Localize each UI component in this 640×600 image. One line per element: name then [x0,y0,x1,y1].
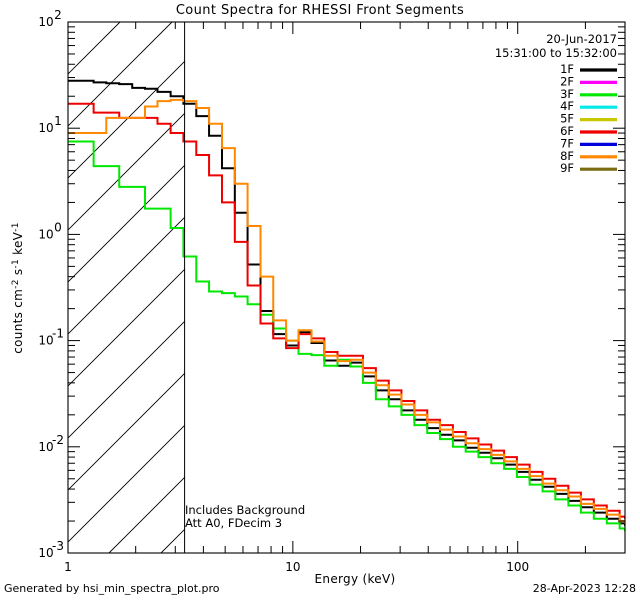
hatch-line [68,22,173,127]
svg-text:counts cm-2 s-1 keV-1: counts cm-2 s-1 keV-1 [11,222,25,353]
legend-label-6f: 6F [560,124,574,138]
footer-generator: Generated by hsi_min_spectra_plot.pro [4,582,220,595]
svg-text:0: 0 [54,220,62,234]
annotation-attenuator-state: Att A0, FDecim 3 [185,516,282,530]
hatched-exclusion-region [68,22,640,553]
hatch-line [68,320,185,439]
observation-date: 20-Jun-2017 [546,32,617,46]
y-tick-label: 10-1 [38,327,64,348]
hatch-line [629,22,640,553]
legend-label-8f: 8F [560,149,574,163]
spectrum-curve-6f [68,102,625,519]
x-tick-label: 1 [64,560,72,574]
y-tick-label: 10 1 [38,114,61,135]
legend-label-9f: 9F [560,161,574,175]
hatch-line [68,112,185,231]
y-tick-label: 10 0 [38,220,61,241]
hatch-line [473,22,640,553]
legend-label-4f: 4F [560,99,574,113]
svg-text:10: 10 [38,15,53,29]
hatch-line [68,424,185,543]
svg-text:-3: -3 [52,539,64,553]
legend-label-5f: 5F [560,112,574,126]
annotation-includes-background: Includes Background [185,503,305,517]
svg-text:-2: -2 [52,433,64,447]
footer-timestamp: 28-Apr-2023 12:28 [533,582,636,595]
hatch-line [68,216,185,335]
y-tick-label: 10-2 [38,433,64,454]
observation-time-range: 15:31:00 to 15:32:00 [495,46,617,60]
x-tick-label: 100 [506,560,529,574]
legend-label-3f: 3F [560,87,574,101]
svg-text:10: 10 [38,546,53,560]
svg-text:10: 10 [38,121,53,135]
legend-label-7f: 7F [560,136,574,150]
y-tick-label: 10 2 [38,8,61,29]
hatch-line [68,60,185,179]
hatch-line [265,22,640,553]
svg-text:10: 10 [38,334,53,348]
hatch-line [317,22,640,553]
legend-label-2f: 2F [560,74,574,88]
hatch-line [213,22,640,553]
spectrum-curve-1f [68,79,625,526]
x-tick-label: 10 [285,560,300,574]
legend-label-1f: 1F [560,62,574,76]
hatch-line [68,268,185,387]
hatch-line [68,372,185,491]
y-axis-title: counts cm-2 s-1 keV-1 [11,222,25,353]
page-title: Count Spectra for RHESSI Front Segments [176,3,464,18]
svg-text:-1: -1 [52,327,64,341]
x-axis-title: Energy (keV) [315,572,396,586]
hatch-line [369,22,640,553]
svg-text:1: 1 [54,114,62,128]
plot-frame [67,21,626,554]
svg-text:10: 10 [38,227,53,241]
svg-text:2: 2 [54,8,62,22]
hatch-line [577,22,640,553]
spectra-curves [68,79,625,532]
axis-ticks [67,21,626,554]
spectrum-curve-8f [68,98,625,524]
spectrum-curve-3f [68,140,625,532]
y-tick-label: 10-3 [38,539,64,560]
svg-text:10: 10 [38,440,53,454]
